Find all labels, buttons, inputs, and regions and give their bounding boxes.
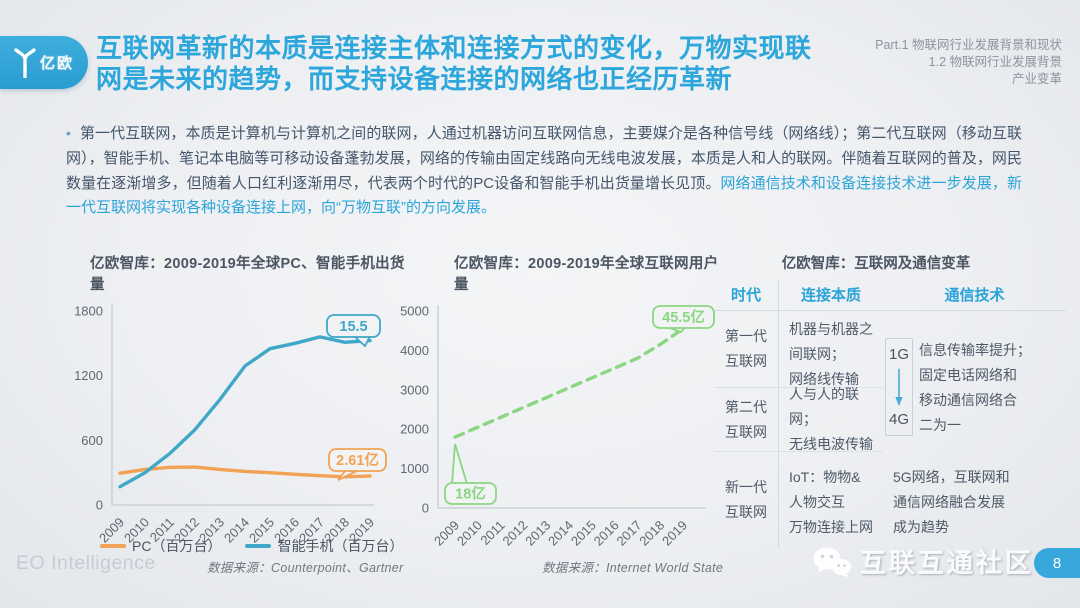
y-tick-label: 5000 [400, 304, 429, 319]
1g-label: 1G [888, 346, 909, 363]
y-tick-label: 3000 [400, 382, 429, 397]
callout-box [652, 305, 715, 329]
shipments-chart: 0600120018002009201020112012201320142015… [74, 304, 387, 546]
series-line [118, 465, 372, 479]
axis [111, 305, 374, 506]
section-breadcrumb: Part.1 物联网行业发展背景和现状 1.2 物联网行业发展背景 产业变革 [875, 37, 1062, 88]
table-header-era: 时代 [714, 279, 779, 311]
down-arrow-icon [895, 368, 903, 407]
table-merged-tech-cell: 1G 4G 信息传输率提升； 固定电话网络和 移动通信网络合 二为一 [883, 311, 1066, 452]
callout-label: 18亿 [455, 485, 486, 503]
internet-users-chart-title: 亿欧智库：2009-2019年全球互联网用户量 [454, 256, 719, 293]
internet-users-chart-source: 数据来源：Internet World State [542, 561, 724, 575]
page-title-line2: 网是未来的趋势，而支持设备连接的网络也正经历革新 [96, 64, 733, 94]
y-tick-label: 0 [96, 498, 103, 513]
callout-label: 45.5亿 [662, 308, 705, 326]
bullet-icon: • [66, 125, 71, 141]
shipments-chart-legend: PC（百万台） 智能手机（百万台） [100, 536, 403, 556]
callout-label: 15.5 [339, 319, 367, 335]
table-row2-essence: 人与人的联网； 无线电波传输 [779, 386, 883, 452]
legend-item-pc: PC（百万台） [100, 536, 221, 556]
table-row1-era: 第一代 互联网 [714, 311, 779, 388]
legend-label-smartphone: 智能手机（百万台） [277, 538, 404, 554]
x-tick-label: 2011 [477, 518, 507, 548]
4g-label: 4G [888, 411, 909, 428]
axis [437, 305, 706, 509]
communications-table-panel: 亿欧智库：互联网及通信变革 时代 连接本质 通信技术 第一代 互联网 机器与机器… [714, 252, 1066, 548]
table-header-tech: 通信技术 [883, 279, 1066, 311]
eo-logo-icon [14, 47, 36, 78]
table-row2-era: 第二代 互联网 [714, 388, 779, 452]
callout-tail [451, 443, 469, 485]
callout-label: 2.61亿 [336, 451, 379, 469]
page-title-line1: 互联网革新的本质是连接主体和连接方式的变化，万物实现联 [96, 33, 812, 63]
y-tick-label: 600 [81, 433, 103, 448]
callout-box [328, 448, 387, 472]
page-title: 互联网革新的本质是连接主体和连接方式的变化，万物实现联 网是未来的趋势，而支持设… [96, 33, 866, 95]
series-line [118, 335, 372, 489]
table-row3-essence: IoT：物物& 人物交互 万物连接上网 [789, 469, 873, 535]
smartphone-line-swatch [245, 544, 272, 548]
y-tick-label: 4000 [400, 343, 429, 358]
eo-logo-text: 亿欧 [40, 55, 75, 72]
table-header-essence: 连接本质 [779, 279, 883, 311]
y-tick-label: 0 [422, 501, 429, 516]
page-number-badge: 8 [1034, 548, 1080, 578]
x-tick-label: 2019 [659, 518, 690, 549]
section-line3: 产业变革 [1011, 72, 1062, 86]
series-line [453, 327, 685, 439]
eo-logo: 亿欧 [0, 36, 88, 89]
table-merged-tech-text: 信息传输率提升； 固定电话网络和 移动通信网络合 二为一 [919, 342, 1031, 433]
intro-paragraph: • 第一代互联网，本质是计算机与计算机之间的联网，人通过机器访问互联网信息，主要媒… [66, 121, 1022, 221]
table-row1-essence: 机器与机器之 间联网； 网络线传输 [779, 311, 883, 388]
pc-line-swatch [100, 544, 126, 548]
table-row3-tech: 5G网络，互联网和 通信网络融合发展 成为趋势 [893, 469, 1010, 535]
1g-to-4g-box: 1G 4G [885, 338, 913, 436]
table-title: 亿欧智库：互联网及通信变革 [781, 256, 971, 272]
y-tick-label: 1800 [74, 304, 103, 319]
callout-box [444, 482, 497, 505]
watermark: 互联互通社区 [812, 543, 1034, 580]
internet-users-chart-panel: 亿欧智库：2009-2019年全球互联网用户量 0 1000 2000 3000 400… [396, 252, 726, 560]
shipments-chart-title: 亿欧智库：2009-2019年全球PC、智能手机出货量 [90, 256, 405, 293]
brand-footer: EO Intelligence [16, 552, 156, 574]
legend-item-smartphone: 智能手机（百万台） [245, 536, 403, 556]
callout-box [326, 314, 381, 338]
y-tick-label: 2000 [400, 422, 429, 437]
y-tick-label: 1200 [74, 368, 103, 383]
intro-text: 第一代互联网，本质是计算机与计算机之间的联网，人通过机器访问互联网信息，主要媒介… [66, 125, 1022, 192]
section-line2: 1.2 物联网行业发展背景 [928, 55, 1062, 69]
table-row3-era: 新一代 互联网 [714, 452, 779, 548]
wechat-icon [813, 547, 851, 577]
communications-table: 时代 连接本质 通信技术 第一代 互联网 机器与机器之 间联网； 网络线传输 1… [714, 279, 1066, 548]
legend-label-pc: PC（百万台） [132, 538, 222, 554]
intro-text-highlight: 网络通信技术和设备连接技术进一步发展，新一代互联网将实现各种设备连接上网，向“万… [66, 174, 1022, 217]
y-tick-label: 1000 [400, 461, 429, 476]
shipments-chart-source: 数据来源：Counterpoint、Gartner [207, 561, 404, 575]
shipments-chart-panel: 亿欧智库：2009-2019年全球PC、智能手机出货量 0 600 1200 1800… [58, 252, 406, 560]
watermark-text: 互联互通社区 [859, 548, 1034, 578]
internet-users-chart: 0100020003000400050002009201020112012201… [400, 304, 715, 549]
section-line1: Part.1 物联网行业发展背景和现状 [875, 38, 1062, 52]
